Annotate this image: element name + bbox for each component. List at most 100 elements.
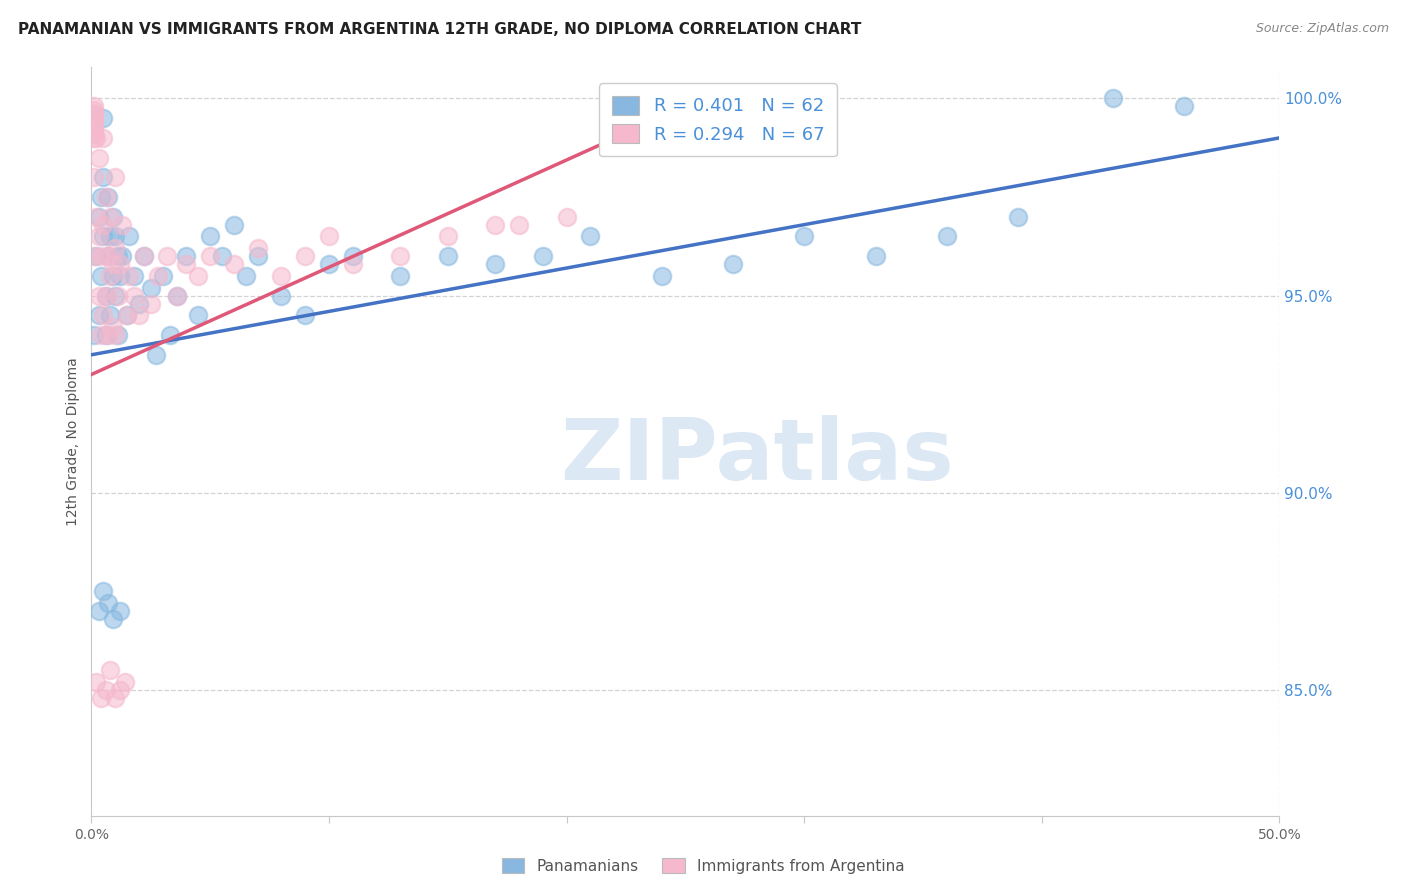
Point — [100, 210, 122, 224]
Point — [83, 249, 105, 263]
Point — [115, 309, 138, 323]
Point — [91, 131, 114, 145]
Point — [101, 210, 124, 224]
Point — [100, 229, 122, 244]
Point — [176, 257, 198, 271]
Point — [1102, 91, 1125, 105]
Point — [104, 170, 127, 185]
Point — [84, 249, 107, 263]
Point — [104, 241, 127, 255]
Point — [389, 268, 412, 283]
Point — [128, 309, 150, 323]
Point — [91, 229, 114, 244]
Point — [246, 241, 269, 255]
Point — [721, 257, 744, 271]
Point — [1007, 210, 1029, 224]
Text: PANAMANIAN VS IMMIGRANTS FROM ARGENTINA 12TH GRADE, NO DIPLOMA CORRELATION CHART: PANAMANIAN VS IMMIGRANTS FROM ARGENTINA … — [18, 22, 862, 37]
Point — [83, 107, 105, 121]
Point — [436, 229, 458, 244]
Point — [389, 249, 412, 263]
Point — [83, 123, 105, 137]
Point — [83, 103, 105, 118]
Legend: R = 0.401   N = 62, R = 0.294   N = 67: R = 0.401 N = 62, R = 0.294 N = 67 — [599, 84, 837, 156]
Point — [91, 170, 114, 185]
Point — [87, 604, 110, 618]
Point — [91, 584, 114, 599]
Point — [83, 99, 105, 113]
Point — [187, 309, 209, 323]
Point — [152, 268, 174, 283]
Point — [87, 288, 110, 302]
Point — [166, 288, 188, 302]
Point — [104, 229, 127, 244]
Point — [222, 218, 245, 232]
Point — [139, 281, 162, 295]
Point — [145, 348, 167, 362]
Point — [246, 249, 269, 263]
Point — [91, 309, 114, 323]
Point — [100, 309, 122, 323]
Point — [97, 249, 120, 263]
Point — [97, 328, 120, 343]
Point — [87, 151, 110, 165]
Point — [83, 111, 105, 125]
Point — [139, 296, 162, 310]
Point — [132, 249, 155, 263]
Point — [83, 328, 105, 343]
Point — [342, 249, 364, 263]
Point — [107, 249, 129, 263]
Point — [108, 604, 131, 618]
Point — [87, 229, 110, 244]
Point — [107, 288, 129, 302]
Point — [294, 309, 316, 323]
Point — [159, 328, 181, 343]
Point — [108, 268, 131, 283]
Legend: Panamanians, Immigrants from Argentina: Panamanians, Immigrants from Argentina — [495, 852, 911, 880]
Point — [115, 309, 138, 323]
Point — [484, 257, 506, 271]
Point — [318, 229, 340, 244]
Point — [104, 288, 127, 302]
Point — [84, 675, 107, 690]
Point — [200, 229, 222, 244]
Point — [94, 190, 117, 204]
Point — [94, 683, 117, 698]
Point — [101, 257, 124, 271]
Point — [118, 268, 141, 283]
Point — [531, 249, 554, 263]
Point — [235, 268, 257, 283]
Point — [107, 328, 129, 343]
Point — [94, 288, 117, 302]
Point — [793, 229, 815, 244]
Point — [342, 257, 364, 271]
Point — [90, 249, 112, 263]
Point — [111, 218, 134, 232]
Point — [97, 596, 120, 610]
Point — [176, 249, 198, 263]
Point — [935, 229, 957, 244]
Point — [83, 170, 105, 185]
Text: Source: ZipAtlas.com: Source: ZipAtlas.com — [1256, 22, 1389, 36]
Point — [101, 320, 124, 334]
Point — [91, 111, 114, 125]
Point — [101, 268, 124, 283]
Point — [508, 218, 530, 232]
Point — [270, 288, 292, 302]
Point — [318, 257, 340, 271]
Point — [97, 190, 120, 204]
Point — [83, 115, 105, 129]
Point — [200, 249, 222, 263]
Point — [87, 309, 110, 323]
Point — [211, 249, 233, 263]
Point — [651, 268, 673, 283]
Point — [114, 675, 136, 690]
Point — [111, 249, 134, 263]
Point — [1173, 99, 1195, 113]
Point — [100, 663, 122, 677]
Point — [104, 328, 127, 343]
Point — [118, 229, 141, 244]
Point — [100, 268, 122, 283]
Point — [122, 288, 145, 302]
Point — [101, 612, 124, 626]
Point — [94, 288, 117, 302]
